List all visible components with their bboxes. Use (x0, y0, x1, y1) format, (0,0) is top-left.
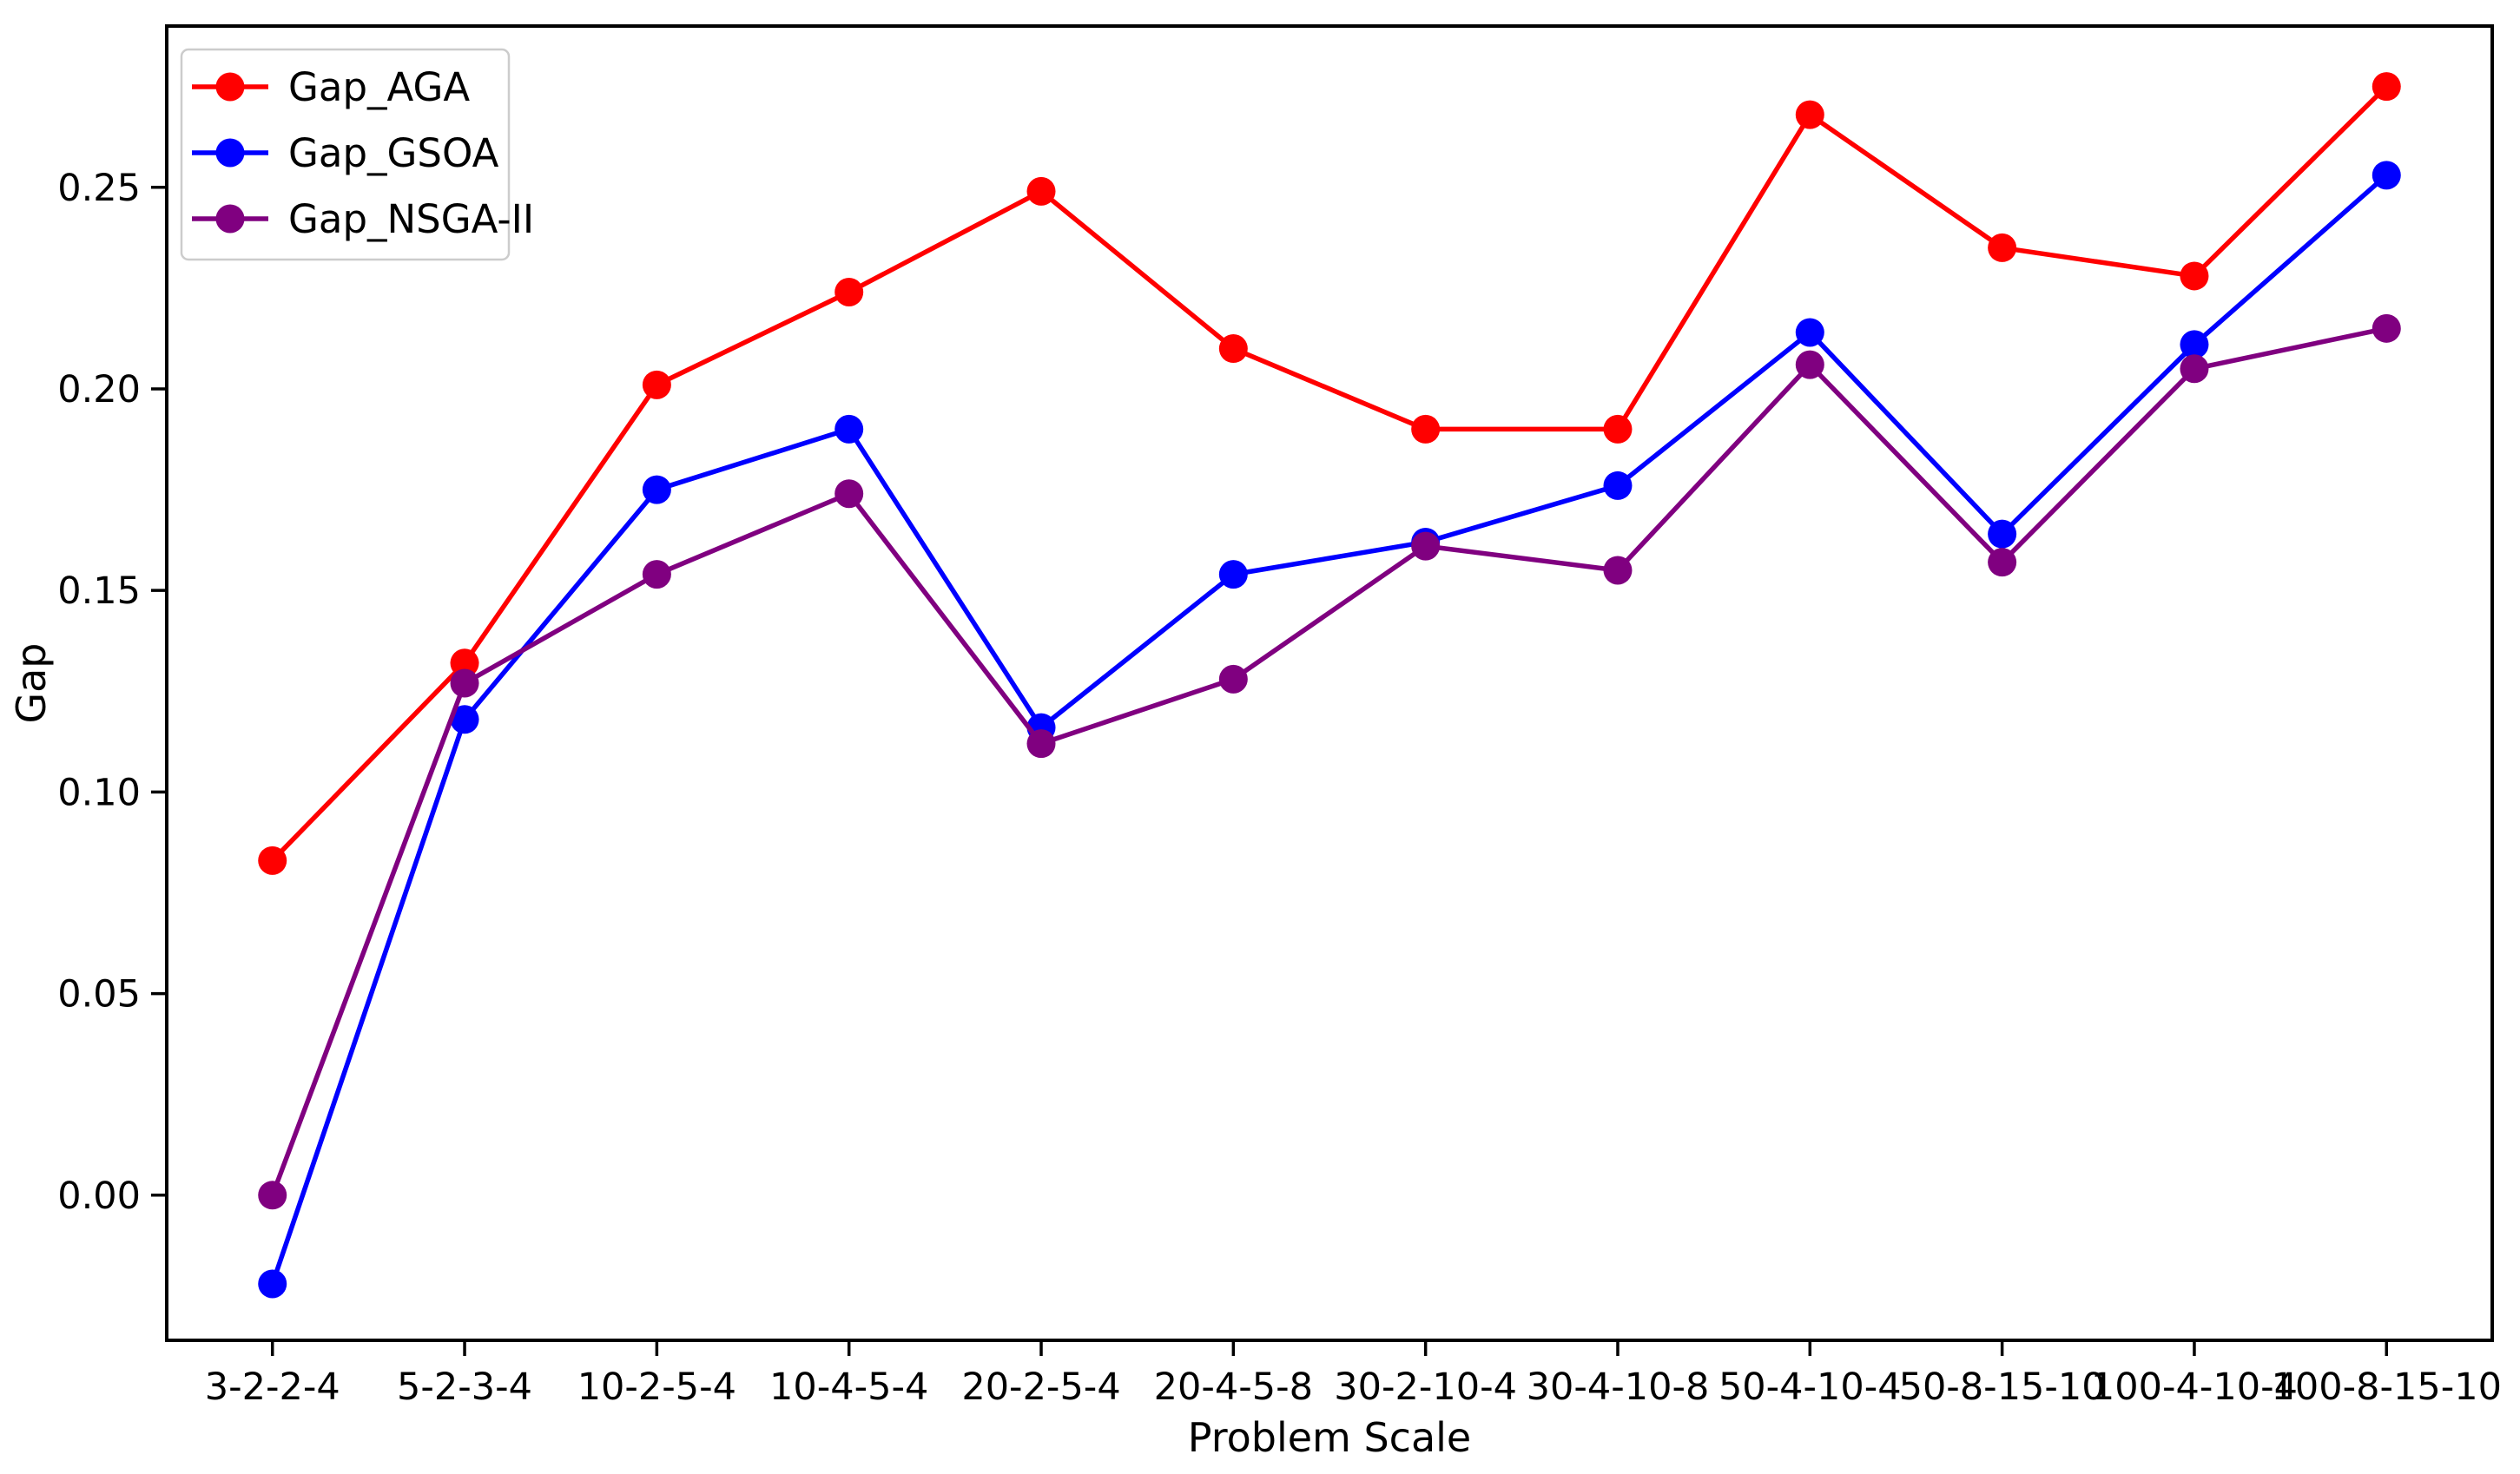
data-point-marker (1795, 100, 1824, 129)
data-point-marker (1026, 176, 1056, 206)
data-point-marker (2180, 330, 2209, 359)
data-point-marker (1988, 519, 2017, 549)
series-line (269, 83, 2390, 864)
legend-label: Gap_GSOA (288, 130, 499, 176)
data-point-marker (835, 278, 864, 307)
x-tick-label: 50-4-10-4 (1718, 1365, 1902, 1409)
y-tick-label: 0.15 (57, 569, 141, 613)
data-point-marker (2180, 354, 2209, 384)
legend-item-Gap_AGA: Gap_AGA (192, 64, 470, 110)
legend-marker (215, 204, 245, 234)
plot-area-border (165, 24, 2494, 1342)
x-tick-label: 50-8-15-10 (1899, 1365, 2106, 1409)
data-point-marker (1026, 729, 1056, 759)
y-tick-label: 0.00 (57, 1175, 141, 1218)
x-axis-ticks: 3-2-2-4 5-2-3-4 10-2-5-4 10-4-5-4 20-2-5-4 20… (205, 1340, 2502, 1409)
data-point-marker (1603, 414, 1633, 444)
data-point-marker (1218, 560, 1248, 589)
y-axis-label: Gap (8, 642, 55, 723)
data-point-marker (2180, 261, 2209, 291)
data-point-marker (1603, 470, 1633, 500)
data-point-marker (1218, 334, 1248, 364)
x-tick-label: 30-2-10-4 (1334, 1365, 1517, 1409)
x-tick-label: 10-4-5-4 (769, 1365, 928, 1409)
data-point-marker (642, 370, 671, 399)
data-point-marker (1411, 531, 1441, 561)
data-point-marker (1988, 233, 2017, 262)
series-Gap_NSGA-II (258, 313, 2401, 1210)
legend-label: Gap_NSGA-II (288, 196, 534, 242)
legend-item-Gap_NSGA-II: Gap_NSGA-II (192, 196, 534, 242)
x-tick-label: 10-2-5-4 (577, 1365, 736, 1409)
series-line (269, 173, 2390, 1286)
data-point-marker (835, 479, 864, 509)
series-Gap_GSOA (258, 161, 2401, 1299)
x-tick-label: 5-2-3-4 (397, 1365, 532, 1409)
data-point-marker (1603, 556, 1633, 585)
x-tick-label: 3-2-2-4 (205, 1365, 340, 1409)
data-point-marker (1218, 664, 1248, 694)
data-point-marker (258, 1181, 287, 1210)
data-point-marker (258, 846, 287, 875)
data-point-marker (450, 648, 479, 678)
x-tick-label: 30-4-10-8 (1527, 1365, 1710, 1409)
data-point-marker (2372, 313, 2401, 343)
series-line (269, 326, 2390, 1198)
legend-marker (215, 72, 245, 102)
data-point-marker (1411, 414, 1441, 444)
legend-marker (215, 138, 245, 168)
legend: Gap_AGA Gap_GSOA Gap_NSGA-II (180, 48, 534, 261)
x-tick-label: 100-4-10-4 (2091, 1365, 2298, 1409)
y-tick-label: 0.20 (57, 368, 141, 411)
series-layer (258, 72, 2401, 1299)
data-point-marker (258, 1269, 287, 1299)
y-tick-label: 0.05 (57, 973, 141, 1017)
x-tick-label: 20-4-5-8 (1154, 1365, 1313, 1409)
y-axis-ticks: 0.00 0.05 0.10 0.15 0.20 0.25 (57, 167, 167, 1218)
data-point-marker (450, 705, 479, 734)
series-Gap_AGA (258, 72, 2401, 875)
x-tick-label: 20-2-5-4 (961, 1365, 1120, 1409)
data-point-marker (1795, 318, 1824, 347)
legend-box (180, 48, 511, 261)
data-point-marker (1795, 350, 1824, 379)
x-axis-label: Problem Scale (1188, 1414, 1471, 1461)
y-tick-label: 0.25 (57, 167, 141, 210)
data-point-marker (642, 475, 671, 504)
x-tick-label: 100-8-15-10 (2272, 1365, 2502, 1409)
y-tick-label: 0.10 (57, 771, 141, 814)
data-point-marker (1988, 548, 2017, 577)
data-point-marker (642, 560, 671, 589)
data-point-marker (2372, 161, 2401, 190)
legend-label: Gap_AGA (288, 64, 470, 110)
data-point-marker (450, 668, 479, 698)
data-point-marker (835, 414, 864, 444)
data-point-marker (2372, 72, 2401, 102)
legend-item-Gap_GSOA: Gap_GSOA (192, 130, 499, 176)
